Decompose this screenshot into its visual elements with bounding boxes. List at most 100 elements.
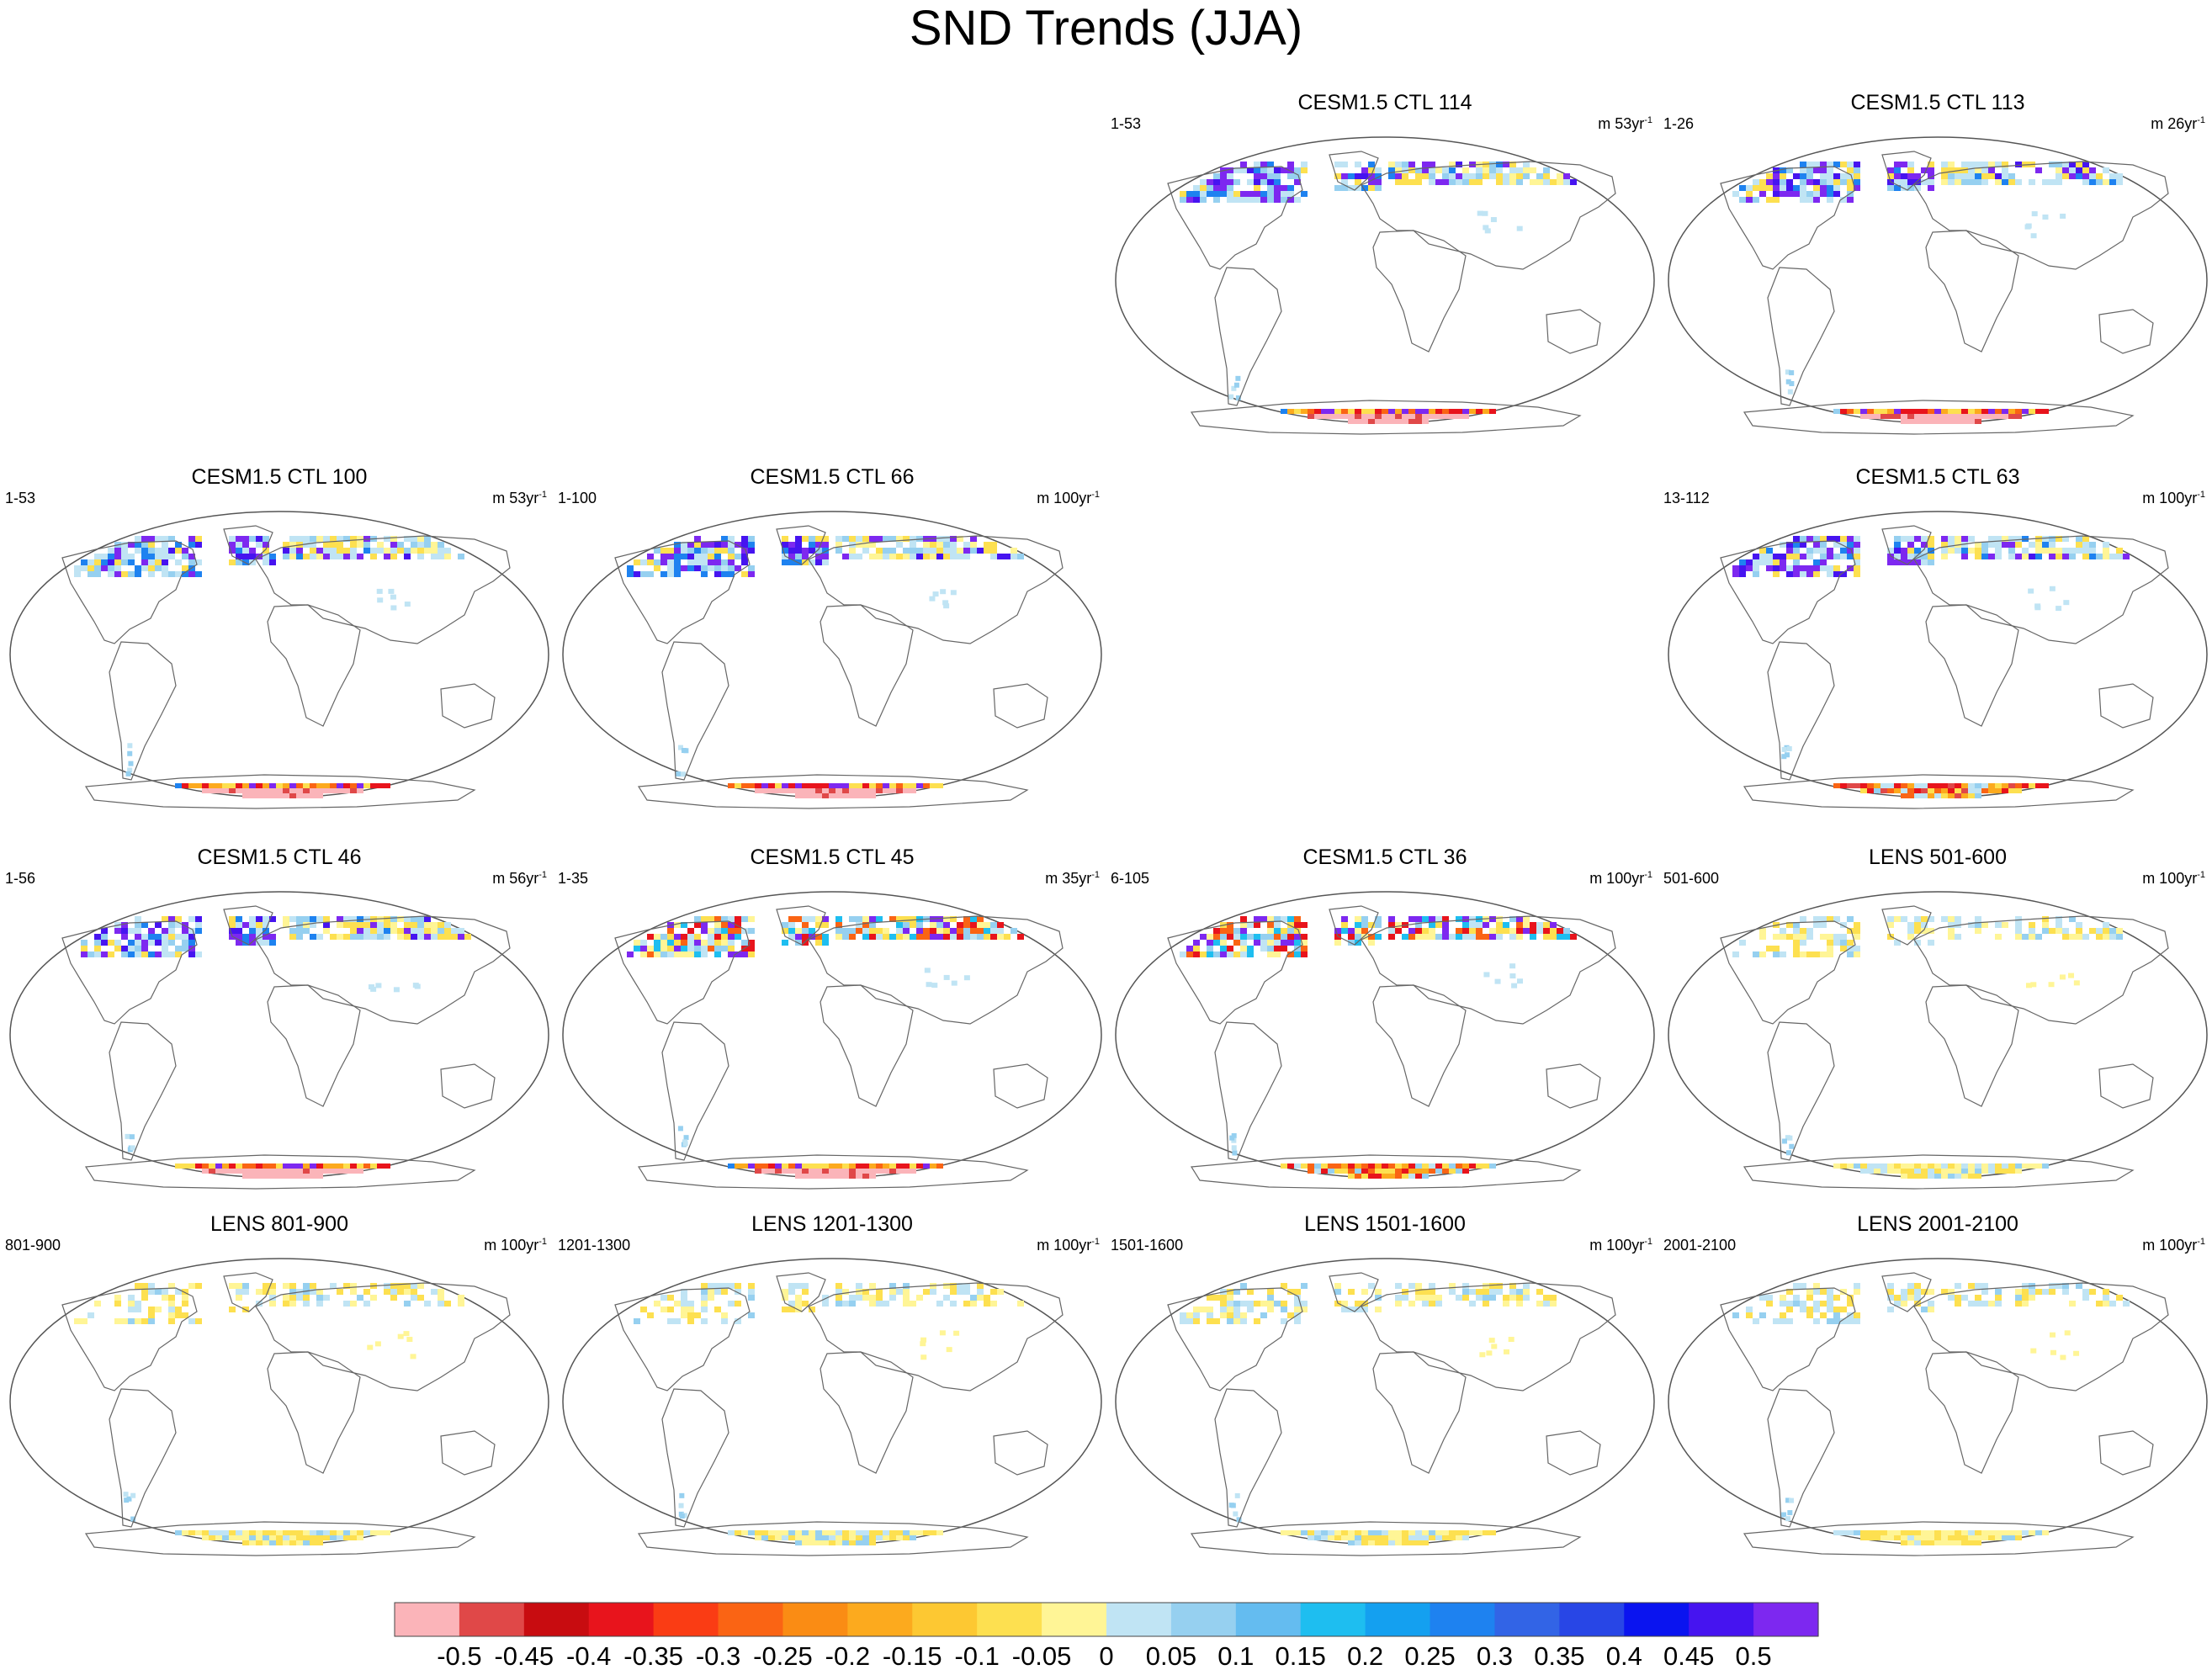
- nh-trend-cell: [990, 548, 997, 554]
- nh-trend-cell: [417, 548, 424, 554]
- sa-trend-cell: [1788, 1497, 1794, 1503]
- aa-trend-cell: [283, 1163, 289, 1169]
- aa-trend-cell: [1961, 1163, 1968, 1169]
- aa-trend-cell: [842, 793, 849, 798]
- nh-trend-cell: [374, 1341, 381, 1347]
- aa-trend-cell: [296, 1169, 303, 1174]
- map-svg: [9, 1258, 549, 1556]
- aa-trend-cell: [903, 1530, 910, 1535]
- aa-trend-cell: [350, 783, 357, 788]
- aa-trend-cell: [1341, 1169, 1348, 1174]
- nh-trend-cell: [141, 1295, 148, 1301]
- aa-trend-cell: [1887, 1169, 1894, 1174]
- nh-trend-cell: [835, 922, 842, 928]
- nh-trend-cell: [141, 934, 148, 940]
- nh-trend-cell: [1227, 1318, 1233, 1324]
- nh-trend-cell: [842, 1301, 849, 1307]
- nh-trend-cell: [384, 1283, 390, 1289]
- nh-trend-cell: [2002, 173, 2008, 179]
- nh-trend-cell: [424, 542, 431, 548]
- nh-trend-cell: [162, 542, 168, 548]
- nh-trend-cell: [1213, 197, 1220, 203]
- coastline-africa: [267, 604, 361, 727]
- nh-trend-cell: [1341, 916, 1348, 922]
- aa-trend-cell: [1921, 419, 1928, 424]
- nh-trend-cell: [1429, 934, 1435, 940]
- nh-trend-cell: [1820, 1301, 1827, 1307]
- nh-trend-cell: [728, 1301, 735, 1307]
- panel-units-text: m 100yr: [2142, 870, 2198, 887]
- nh-trend-cell: [1260, 916, 1267, 922]
- aa-trend-cell: [1928, 793, 1934, 798]
- nh-trend-cell: [674, 946, 681, 951]
- nh-trend-cell: [1368, 934, 1375, 940]
- nh-trend-cell: [1907, 173, 1914, 179]
- nh-trend-cell: [464, 934, 471, 940]
- nh-trend-cell: [397, 1333, 404, 1339]
- aa-trend-cell: [1928, 409, 1934, 414]
- aa-trend-cell: [849, 1174, 856, 1179]
- nh-trend-cell: [175, 934, 182, 940]
- nh-trend-cell: [1017, 1301, 1024, 1307]
- nh-trend-cell: [667, 940, 674, 946]
- panel-units: m 56yr-1: [492, 866, 547, 888]
- aa-trend-cell: [1894, 788, 1901, 793]
- coastline-samerica: [1767, 1021, 1835, 1161]
- aa-trend-cell: [1901, 1169, 1907, 1174]
- nh-trend-cell: [1536, 928, 1543, 934]
- nh-trend-cell: [229, 536, 236, 542]
- nh-trend-cell: [1833, 173, 1840, 179]
- nh-trend-cell: [903, 934, 910, 940]
- nh-trend-cell: [1793, 554, 1800, 559]
- nh-trend-cell: [681, 1289, 687, 1295]
- nh-trend-cell: [748, 1289, 755, 1295]
- aa-trend-cell: [296, 1535, 303, 1540]
- aa-trend-cell: [1988, 1535, 1995, 1540]
- aa-trend-cell: [1901, 783, 1907, 788]
- nh-trend-cell: [1786, 191, 1793, 197]
- aa-trend-cell: [1395, 419, 1402, 424]
- nh-trend-cell: [788, 928, 795, 934]
- nh-trend-cell: [2109, 179, 2116, 185]
- nh-trend-cell: [1260, 1312, 1267, 1318]
- nh-trend-cell: [1840, 571, 1847, 577]
- map-svg: [1115, 1258, 1655, 1556]
- aa-trend-cell: [1995, 1163, 2002, 1169]
- nh-trend-cell: [1786, 185, 1793, 191]
- aa-trend-cell: [1314, 1530, 1321, 1535]
- aa-trend-cell: [337, 1535, 343, 1540]
- aa-trend-cell: [1361, 1530, 1368, 1535]
- nh-trend-cell: [1267, 1301, 1274, 1307]
- nh-trend-cell: [1388, 173, 1395, 179]
- panel-units-text: m 53yr: [492, 490, 539, 506]
- nh-trend-cell: [2082, 934, 2089, 940]
- nh-trend-cell: [1509, 173, 1516, 179]
- nh-trend-cell: [1233, 940, 1240, 946]
- nh-trend-cell: [2073, 1350, 2080, 1356]
- nh-trend-cell: [1489, 173, 1496, 179]
- nh-trend-cell: [2096, 554, 2103, 559]
- nh-trend-cell: [1813, 548, 1820, 554]
- nh-trend-cell: [1827, 167, 1833, 173]
- aa-trend-cell: [1402, 1535, 1408, 1540]
- nh-trend-cell: [188, 928, 195, 934]
- nh-trend-cell: [2049, 536, 2056, 542]
- aa-trend-cell: [889, 1163, 896, 1169]
- colorbar-tick-label: 0.05: [1145, 1641, 1197, 1671]
- aa-trend-cell: [1422, 1169, 1429, 1174]
- nh-trend-cell: [660, 571, 667, 577]
- nh-trend-cell: [869, 554, 876, 559]
- nh-trend-cell: [1483, 173, 1489, 179]
- aa-trend-cell: [316, 1174, 323, 1179]
- nh-trend-cell: [903, 1295, 910, 1301]
- nh-trend-cell: [802, 554, 809, 559]
- aa-trend-cell: [1981, 409, 1988, 414]
- nh-trend-cell: [431, 554, 438, 559]
- nh-trend-cell: [1469, 934, 1476, 940]
- colorbar-swatch: [1106, 1603, 1172, 1636]
- aa-trend-cell: [263, 1169, 269, 1174]
- map-panel: LENS 1501-1600 1501-1600 m 100yr-1: [1109, 1212, 1661, 1582]
- nh-trend-cell: [229, 1283, 236, 1289]
- aa-trend-cell: [1995, 1169, 2002, 1174]
- aa-trend-cell: [815, 1530, 822, 1535]
